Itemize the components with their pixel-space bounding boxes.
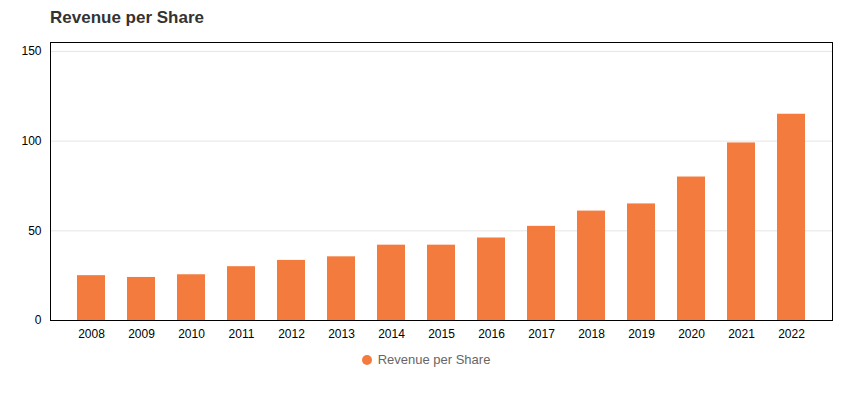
- svg-text:2017: 2017: [528, 327, 555, 341]
- svg-text:2020: 2020: [678, 327, 705, 341]
- svg-text:2016: 2016: [478, 327, 505, 341]
- svg-text:2022: 2022: [778, 327, 805, 341]
- svg-text:2013: 2013: [328, 327, 355, 341]
- svg-text:50: 50: [28, 224, 42, 238]
- svg-text:2021: 2021: [728, 327, 755, 341]
- svg-text:2014: 2014: [378, 327, 405, 341]
- svg-text:150: 150: [21, 44, 41, 58]
- svg-text:100: 100: [21, 134, 41, 148]
- svg-text:2011: 2011: [229, 327, 255, 341]
- svg-text:2015: 2015: [428, 327, 455, 341]
- svg-text:2008: 2008: [78, 327, 105, 341]
- svg-text:0: 0: [35, 313, 42, 327]
- svg-text:2012: 2012: [278, 327, 305, 341]
- svg-text:2019: 2019: [628, 327, 655, 341]
- html-text:Revenue per Share: Revenue per Share: [50, 8, 204, 27]
- html-text:Revenue per Share: Revenue per Share: [377, 352, 491, 367]
- svg-text:2010: 2010: [178, 327, 205, 341]
- svg-text:2018: 2018: [578, 327, 605, 341]
- svg-text:2009: 2009: [128, 327, 155, 341]
